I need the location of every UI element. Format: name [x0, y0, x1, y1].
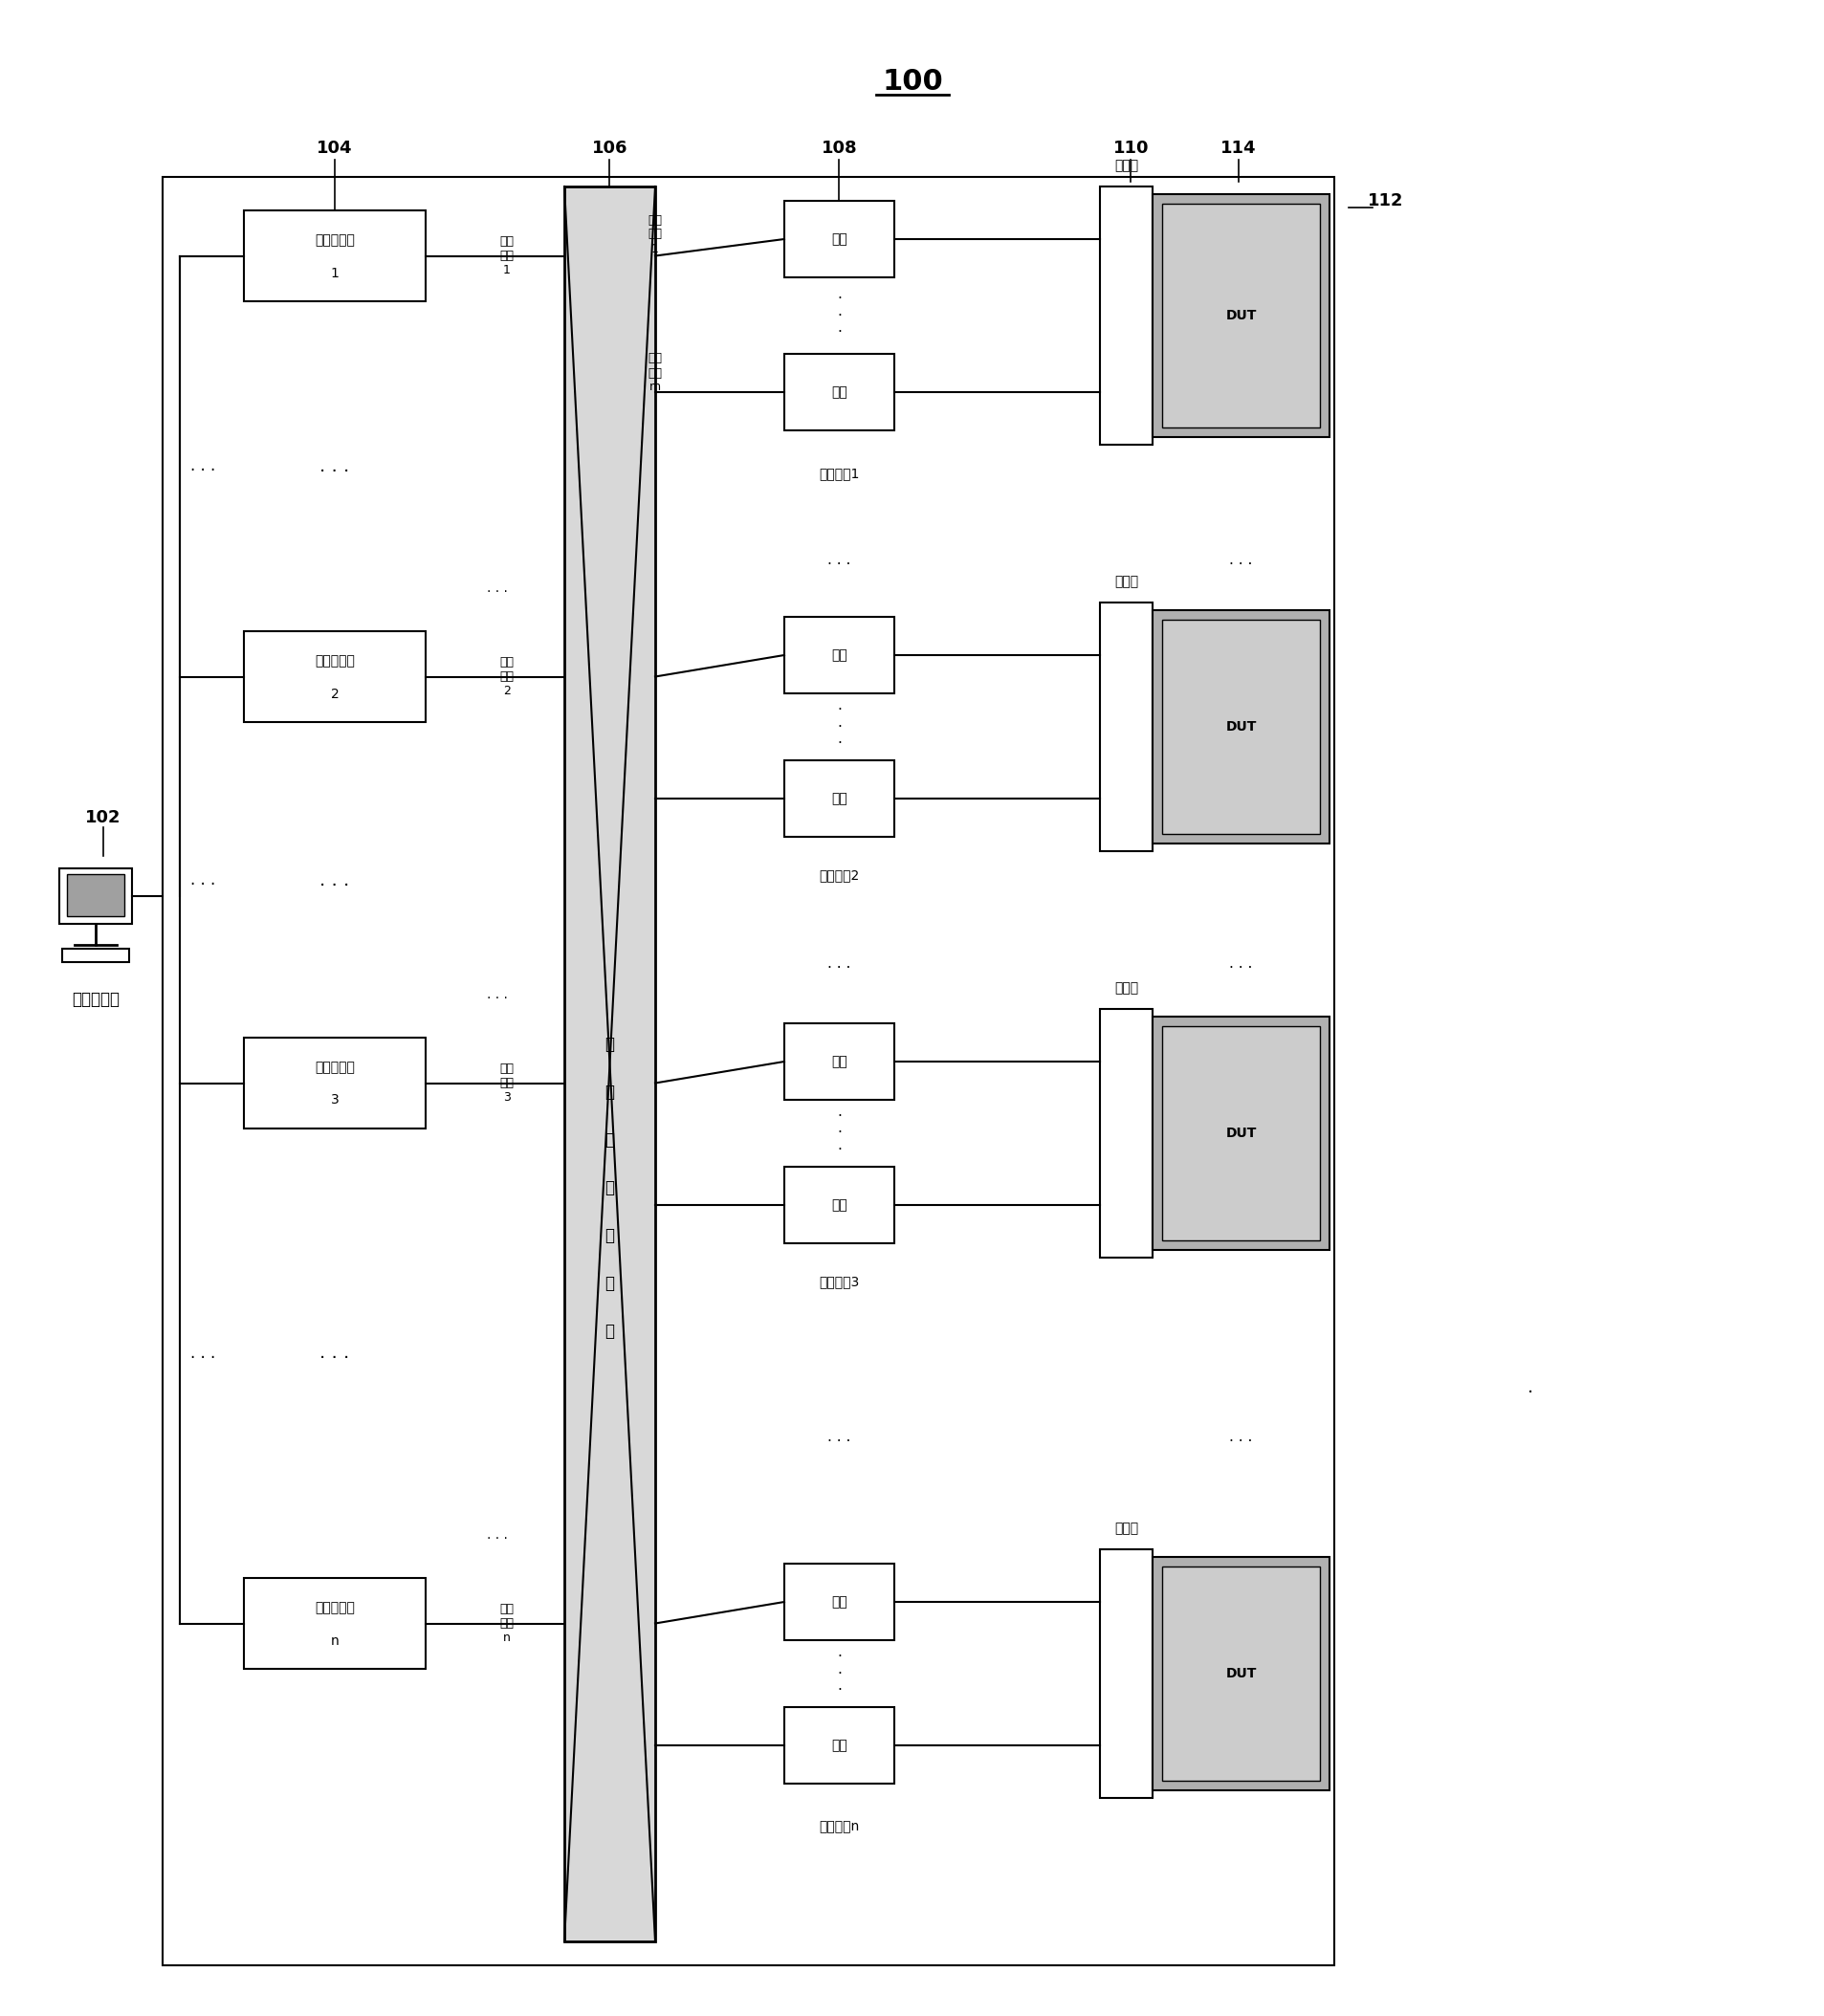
- Text: 输入
端口
3: 输入 端口 3: [500, 1062, 514, 1103]
- Bar: [1162, 1026, 1319, 1240]
- Text: . . .: . . .: [319, 1345, 350, 1363]
- Text: . . .: . . .: [828, 956, 850, 970]
- Text: . . .: . . .: [828, 552, 850, 566]
- Text: . . .: . . .: [487, 988, 507, 1002]
- Text: 110: 110: [1113, 139, 1149, 157]
- Bar: [244, 210, 425, 300]
- Text: 模块: 模块: [832, 649, 846, 661]
- Bar: [1162, 619, 1319, 835]
- Bar: [1100, 1008, 1153, 1258]
- Text: 用: 用: [604, 1276, 615, 1292]
- Text: 模块: 模块: [832, 792, 846, 804]
- Bar: [1153, 1016, 1330, 1250]
- Text: 现场控制器: 现场控制器: [314, 1601, 354, 1615]
- Text: n: n: [330, 1633, 339, 1647]
- Text: 3: 3: [330, 1093, 339, 1107]
- Text: 模块: 模块: [832, 1054, 846, 1068]
- Text: ·
·
·: · · ·: [837, 1649, 841, 1697]
- Text: 输出
端口
m: 输出 端口 m: [648, 353, 662, 393]
- Text: 112: 112: [1366, 192, 1403, 210]
- Text: 1: 1: [330, 266, 339, 280]
- Text: ·
·
·: · · ·: [837, 292, 841, 339]
- Text: 114: 114: [1220, 139, 1257, 157]
- Text: DUT: DUT: [1226, 308, 1257, 323]
- Text: . . .: . . .: [1229, 552, 1251, 566]
- Text: 输入
端口
1: 输入 端口 1: [500, 236, 514, 276]
- Text: 输入
端口
2: 输入 端口 2: [500, 655, 514, 698]
- Text: . . .: . . .: [828, 1429, 850, 1443]
- Bar: [784, 202, 894, 278]
- Bar: [784, 1708, 894, 1784]
- Text: 测试现场1: 测试现场1: [819, 466, 859, 480]
- Bar: [1153, 1556, 1330, 1790]
- Bar: [1100, 187, 1153, 446]
- Text: ·
·
·: · · ·: [837, 704, 841, 750]
- Bar: [1162, 204, 1319, 427]
- Text: DUT: DUT: [1226, 720, 1257, 734]
- Bar: [784, 355, 894, 429]
- Text: . . .: . . .: [319, 458, 350, 476]
- Text: 负载板: 负载板: [1114, 575, 1138, 589]
- Text: 108: 108: [821, 139, 857, 157]
- Text: . . .: . . .: [319, 871, 350, 889]
- Text: . . .: . . .: [190, 458, 215, 476]
- Bar: [62, 950, 130, 962]
- Text: 输入
端口
n: 输入 端口 n: [500, 1603, 514, 1643]
- Text: 连: 连: [604, 1131, 615, 1149]
- Bar: [67, 875, 124, 915]
- Text: . . .: . . .: [1229, 956, 1251, 970]
- Text: 负载板: 负载板: [1114, 982, 1138, 994]
- Bar: [784, 617, 894, 694]
- Text: 模块: 模块: [832, 385, 846, 399]
- Bar: [784, 1024, 894, 1101]
- Text: 测试现场2: 测试现场2: [819, 869, 859, 881]
- Text: . . .: . . .: [190, 871, 215, 889]
- Text: 负载板: 负载板: [1114, 1522, 1138, 1534]
- Text: 模块: 模块: [832, 232, 846, 246]
- Bar: [1153, 194, 1330, 437]
- Text: 100: 100: [881, 67, 943, 95]
- Text: 器: 器: [604, 1322, 615, 1341]
- Text: 负载板: 负载板: [1114, 159, 1138, 171]
- Text: 接: 接: [604, 1179, 615, 1198]
- Text: 102: 102: [86, 808, 120, 827]
- Bar: [244, 1038, 425, 1129]
- Text: 模块: 模块: [832, 1198, 846, 1212]
- Text: 模块: 模块: [832, 1738, 846, 1752]
- Text: 2: 2: [330, 687, 339, 700]
- Text: 106: 106: [591, 139, 627, 157]
- Text: . . .: . . .: [487, 1528, 507, 1542]
- Bar: [1153, 611, 1330, 843]
- Bar: [564, 187, 655, 1941]
- Bar: [58, 869, 131, 923]
- Text: . . .: . . .: [1229, 1429, 1251, 1443]
- Text: . . .: . . .: [487, 581, 507, 595]
- Text: 块: 块: [604, 1085, 615, 1101]
- Bar: [244, 631, 425, 722]
- Bar: [162, 177, 1333, 1966]
- Bar: [1100, 603, 1153, 851]
- Bar: [784, 1167, 894, 1244]
- Text: ·
·
·: · · ·: [837, 1109, 841, 1157]
- Bar: [1162, 1566, 1319, 1780]
- Text: 模: 模: [604, 1036, 615, 1054]
- Text: 现场控制器: 现场控制器: [314, 234, 354, 248]
- Text: 模块: 模块: [832, 1595, 846, 1609]
- Text: 现场控制器: 现场控制器: [314, 1060, 354, 1075]
- Text: DUT: DUT: [1226, 1127, 1257, 1139]
- Bar: [244, 1579, 425, 1669]
- Text: 输出
端口
1: 输出 端口 1: [648, 214, 662, 254]
- Text: 现场控制器: 现场控制器: [314, 655, 354, 667]
- Text: 104: 104: [317, 139, 352, 157]
- Bar: [784, 760, 894, 837]
- Text: 测试现场n: 测试现场n: [819, 1820, 859, 1833]
- Bar: [784, 1564, 894, 1641]
- Text: . . .: . . .: [190, 1345, 215, 1363]
- Bar: [1100, 1550, 1153, 1798]
- Text: 系统控制器: 系统控制器: [71, 990, 120, 1008]
- Text: 启: 启: [604, 1228, 615, 1244]
- Text: .: .: [1527, 1377, 1532, 1395]
- Text: 测试现场3: 测试现场3: [819, 1274, 859, 1288]
- Text: DUT: DUT: [1226, 1667, 1257, 1679]
